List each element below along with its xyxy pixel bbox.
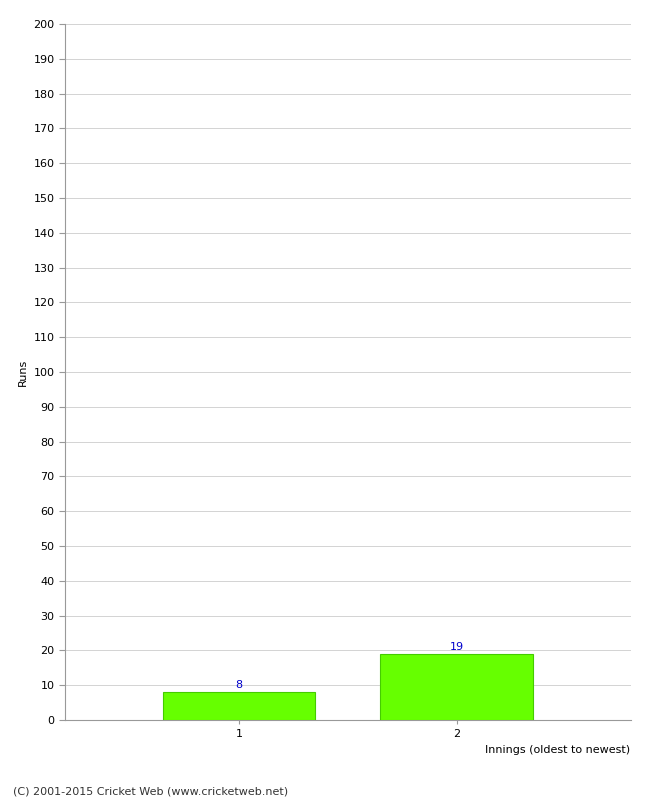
Bar [163, 692, 315, 720]
Bar [380, 654, 532, 720]
Text: 19: 19 [449, 642, 463, 652]
Y-axis label: Runs: Runs [18, 358, 28, 386]
Text: 8: 8 [235, 681, 242, 690]
X-axis label: Innings (oldest to newest): Innings (oldest to newest) [486, 745, 630, 754]
Text: (C) 2001-2015 Cricket Web (www.cricketweb.net): (C) 2001-2015 Cricket Web (www.cricketwe… [13, 786, 288, 796]
